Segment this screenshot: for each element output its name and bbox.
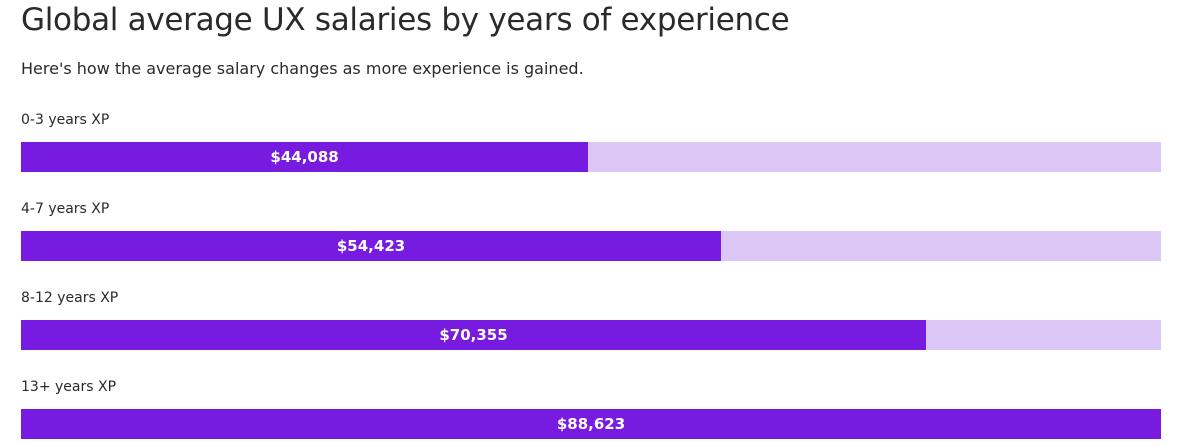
- bar-row: 0-3 years XP $44,088: [21, 112, 1161, 172]
- bar-track: $88,623: [21, 409, 1161, 439]
- value-label: $70,355: [439, 326, 508, 344]
- category-label: 0-3 years XP: [21, 112, 110, 128]
- bar-track: $54,423: [21, 231, 1161, 261]
- bar-track: $44,088: [21, 142, 1161, 172]
- category-label: 8-12 years XP: [21, 290, 119, 306]
- category-label: 13+ years XP: [21, 379, 117, 395]
- chart-title: Global average UX salaries by years of e…: [21, 2, 790, 38]
- bar: [21, 320, 926, 350]
- value-label: $44,088: [270, 148, 339, 166]
- bar-track: $70,355: [21, 320, 1161, 350]
- bar-row: 13+ years XP $88,623: [21, 379, 1161, 439]
- bar: [21, 409, 1161, 439]
- bar: [21, 231, 722, 261]
- category-label: 4-7 years XP: [21, 201, 110, 217]
- bar-row: 4-7 years XP $54,423: [21, 201, 1161, 261]
- bar-row: 8-12 years XP $70,355: [21, 290, 1161, 350]
- chart-subtitle: Here's how the average salary changes as…: [21, 59, 584, 78]
- value-label: $54,423: [336, 237, 406, 255]
- bar: [21, 142, 589, 172]
- value-label: $88,623: [556, 415, 626, 433]
